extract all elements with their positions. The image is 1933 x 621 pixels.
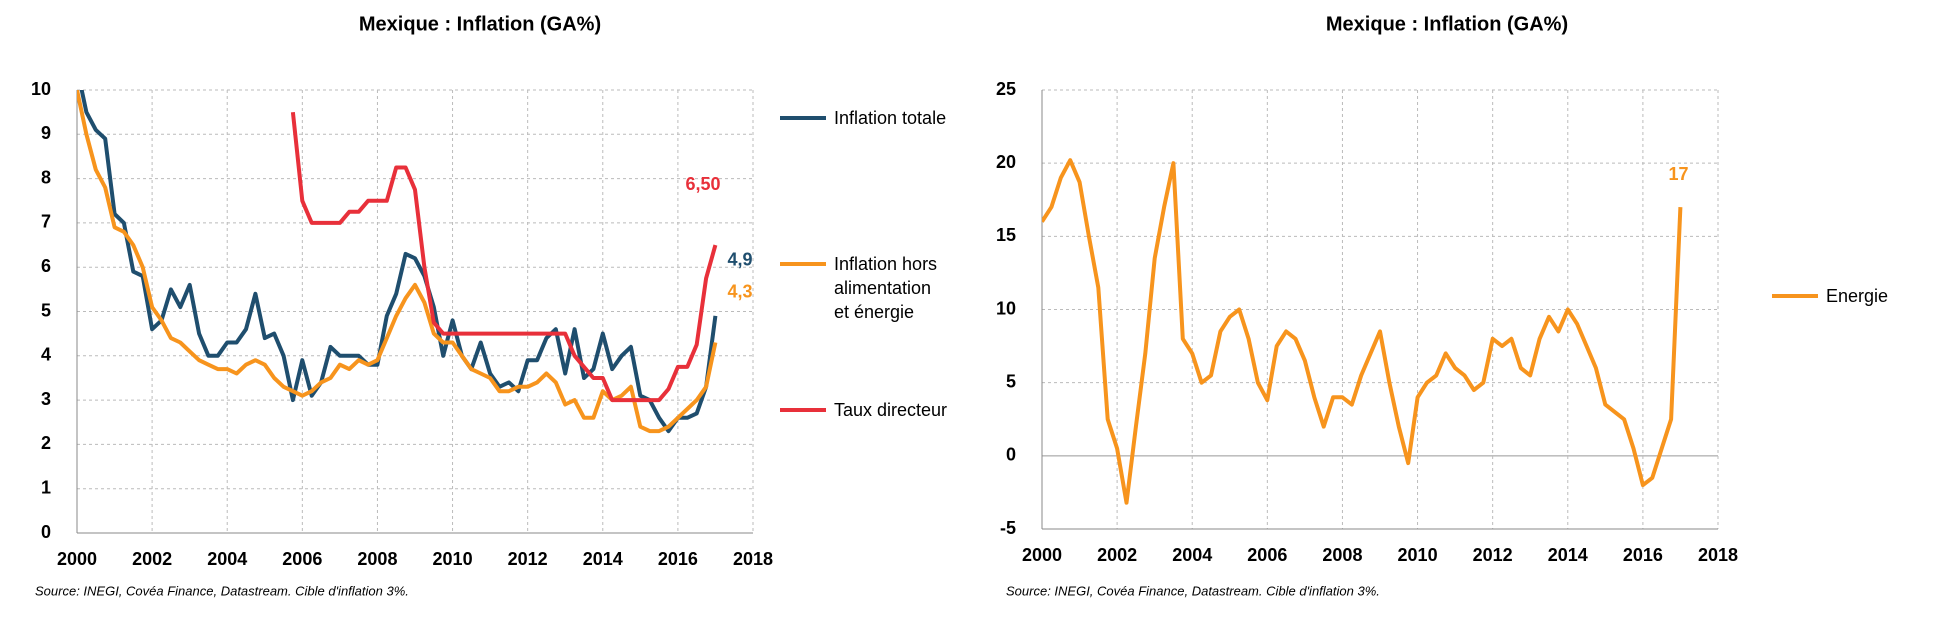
chart-title: Mexique : Inflation (GA%) — [1326, 13, 1568, 35]
chart-title: Mexique : Inflation (GA%) — [359, 13, 601, 35]
legend-label: Energie — [1826, 286, 1889, 306]
x-tick-label: 2000 — [57, 549, 97, 569]
y-tick-label: 2 — [41, 433, 51, 453]
y-tick-label: 10 — [996, 298, 1016, 318]
legend-label: Taux directeur — [834, 400, 948, 420]
source: Source: INEGI, Covéa Finance, Datastream… — [1006, 583, 1380, 598]
x-tick-label: 2004 — [1172, 545, 1212, 565]
x-tick-label: 2016 — [1623, 545, 1663, 565]
legend-key — [780, 116, 826, 120]
y-tick-label: 5 — [41, 300, 51, 320]
legend-label: Inflation hors alimentation et énergie — [834, 254, 938, 322]
y-tick-label: 15 — [996, 225, 1016, 245]
x-tick-label: 2010 — [1398, 545, 1438, 565]
x-tick-label: 2004 — [207, 549, 247, 569]
x-tick-label: 2000 — [1022, 545, 1062, 565]
y-tick-label: 25 — [996, 79, 1016, 99]
end-label: 6,50 — [685, 174, 720, 194]
end-label: 17 — [1668, 164, 1688, 184]
x-tick-label: 2014 — [583, 549, 623, 569]
legend-label: Inflation totale — [834, 108, 947, 128]
y-tick-label: 9 — [41, 123, 51, 143]
series-line — [77, 90, 718, 434]
series-line — [290, 111, 718, 403]
y-tick-label: 1 — [41, 477, 51, 497]
x-tick-label: 2008 — [1322, 545, 1362, 565]
x-tick-label: 2010 — [433, 549, 473, 569]
y-tick-label: 3 — [41, 389, 51, 409]
x-tick-label: 2006 — [282, 549, 322, 569]
y-tick-label: 8 — [41, 167, 51, 187]
y-tick-label: 6 — [41, 256, 51, 276]
x-tick-label: 2008 — [357, 549, 397, 569]
legend-key — [780, 262, 826, 266]
series-line — [79, 90, 718, 434]
y-tick-label: 10 — [31, 79, 51, 99]
series-line — [1042, 158, 1683, 505]
x-tick-label: 2018 — [1698, 545, 1738, 565]
x-tick-label: 2012 — [508, 549, 548, 569]
end-label: 4,3 — [727, 281, 752, 301]
x-tick-label: 2002 — [132, 549, 172, 569]
x-tick-label: 2014 — [1548, 545, 1588, 565]
y-tick-label: 7 — [41, 212, 51, 232]
x-tick-label: 2018 — [733, 549, 773, 569]
x-tick-label: 2006 — [1247, 545, 1287, 565]
y-tick-label: -5 — [1000, 518, 1016, 538]
y-tick-label: 4 — [41, 345, 51, 365]
legend-key — [780, 408, 826, 412]
x-tick-label: 2016 — [658, 549, 698, 569]
end-label: 4,9 — [727, 250, 752, 270]
y-tick-label: 20 — [996, 152, 1016, 172]
y-tick-label: 0 — [1006, 445, 1016, 465]
y-tick-label: 5 — [1006, 371, 1016, 391]
source: Source: INEGI, Covéa Finance, Datastream… — [35, 583, 409, 598]
y-tick-label: 0 — [41, 522, 51, 542]
x-tick-label: 2002 — [1097, 545, 1137, 565]
legend-key — [1772, 294, 1818, 298]
x-tick-label: 2012 — [1473, 545, 1513, 565]
